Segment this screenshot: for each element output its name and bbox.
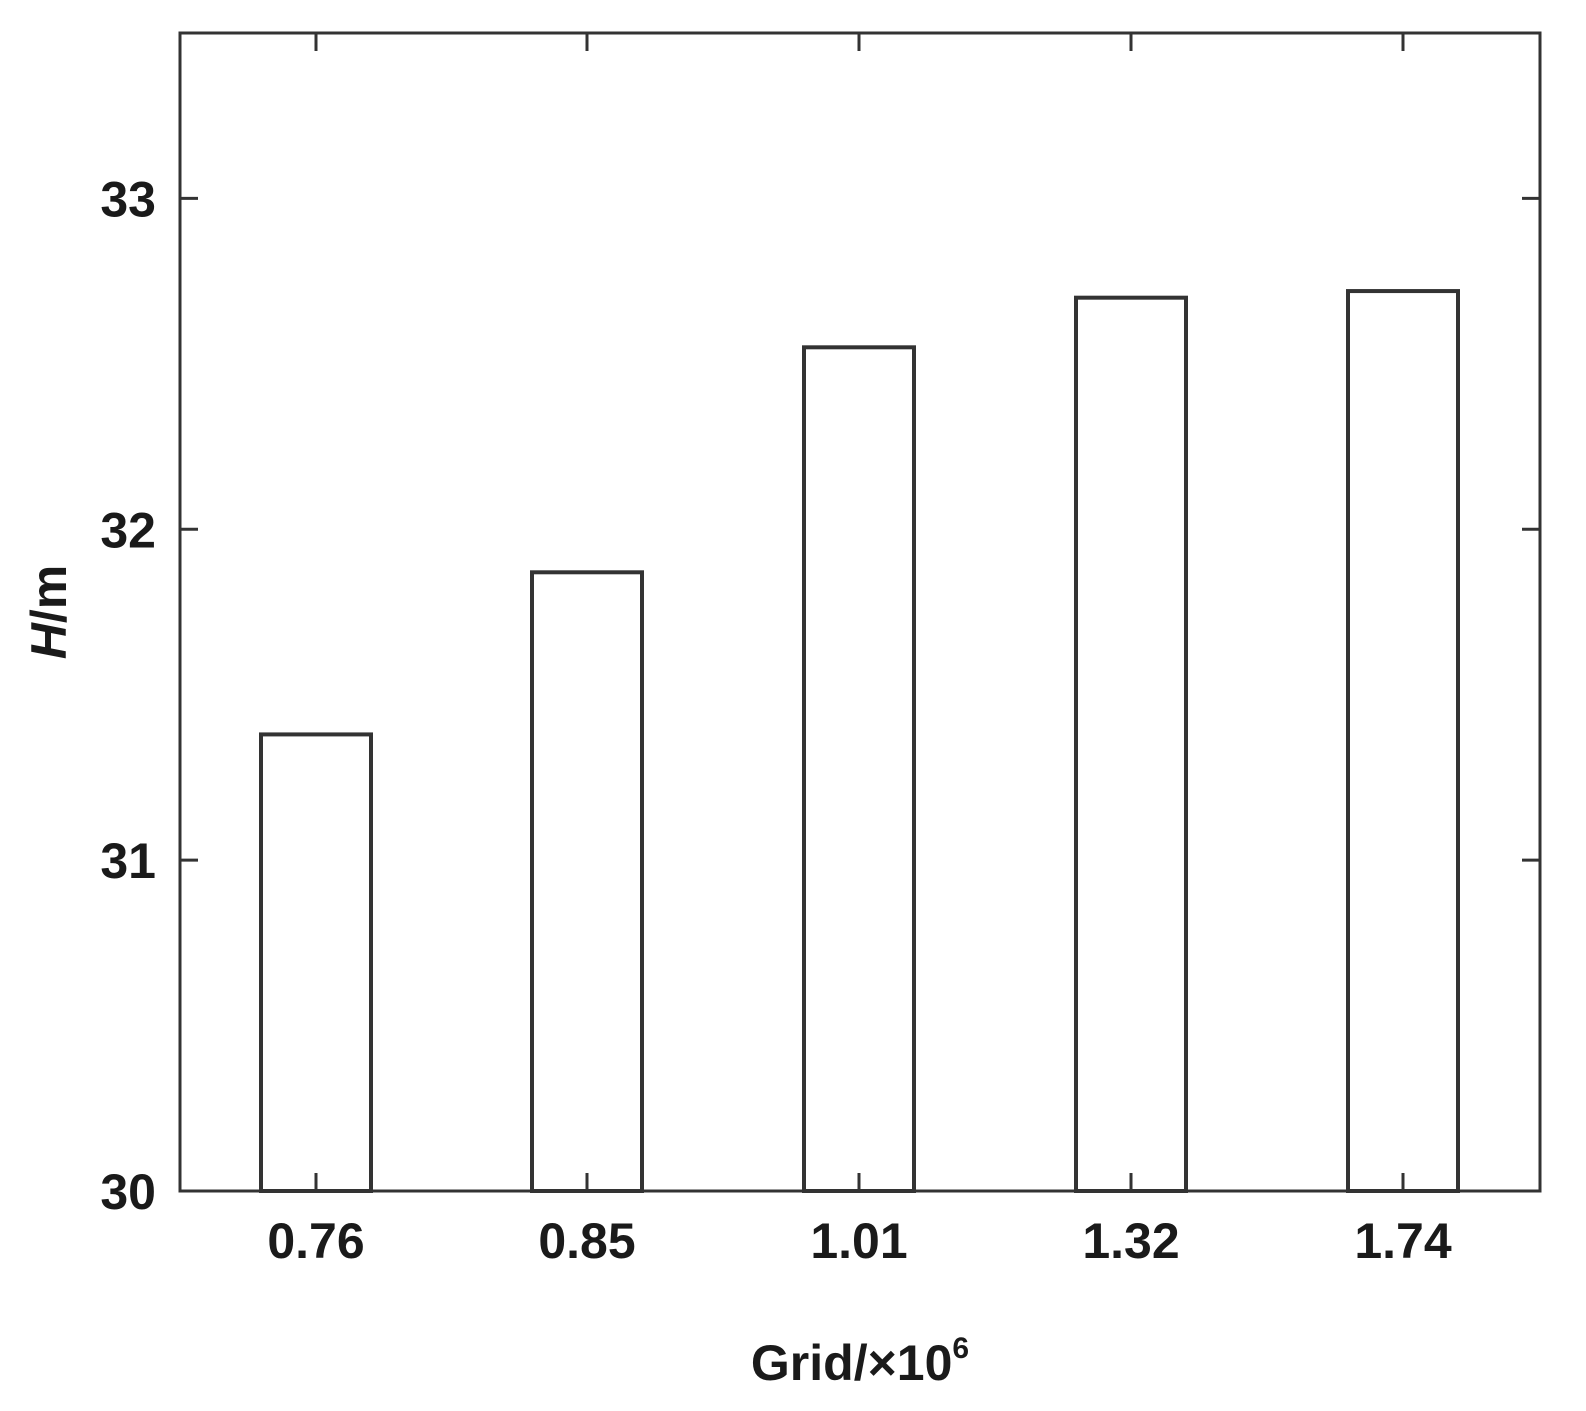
y-tick-label-32: 32 <box>100 502 156 558</box>
x-axis-title-superscript: 6 <box>952 1332 969 1365</box>
x-axis-title-base: Grid/×10 <box>751 1335 953 1391</box>
bar-0.76 <box>259 732 373 1193</box>
bar-1.32 <box>1074 295 1188 1193</box>
x-axis-title: Grid/×106 <box>751 1332 969 1391</box>
y-axis-title-italic: H <box>21 622 77 659</box>
x-tick-label-1.01: 1.01 <box>810 1213 907 1269</box>
y-tick-label-31: 31 <box>100 833 156 889</box>
bars-layer <box>259 289 1460 1194</box>
y-tick-label-33: 33 <box>100 171 156 227</box>
tick-labels-layer: 0.76 0.85 1.01 1.32 1.74 30 31 32 33 <box>100 171 1451 1269</box>
x-tick-label-0.76: 0.76 <box>267 1213 364 1269</box>
y-axis-title: H/m <box>21 565 77 659</box>
plot-frame <box>178 31 1542 1193</box>
bar-1.74 <box>1346 289 1460 1194</box>
bar-0.85 <box>530 570 644 1193</box>
x-tick-label-0.85: 0.85 <box>538 1213 635 1269</box>
x-tick-label-1.74: 1.74 <box>1354 1213 1452 1269</box>
y-tick-label-30: 30 <box>100 1164 156 1220</box>
y-axis-title-unit: /m <box>21 565 77 623</box>
x-tick-label-1.32: 1.32 <box>1082 1213 1179 1269</box>
bar-1.01 <box>802 345 916 1194</box>
